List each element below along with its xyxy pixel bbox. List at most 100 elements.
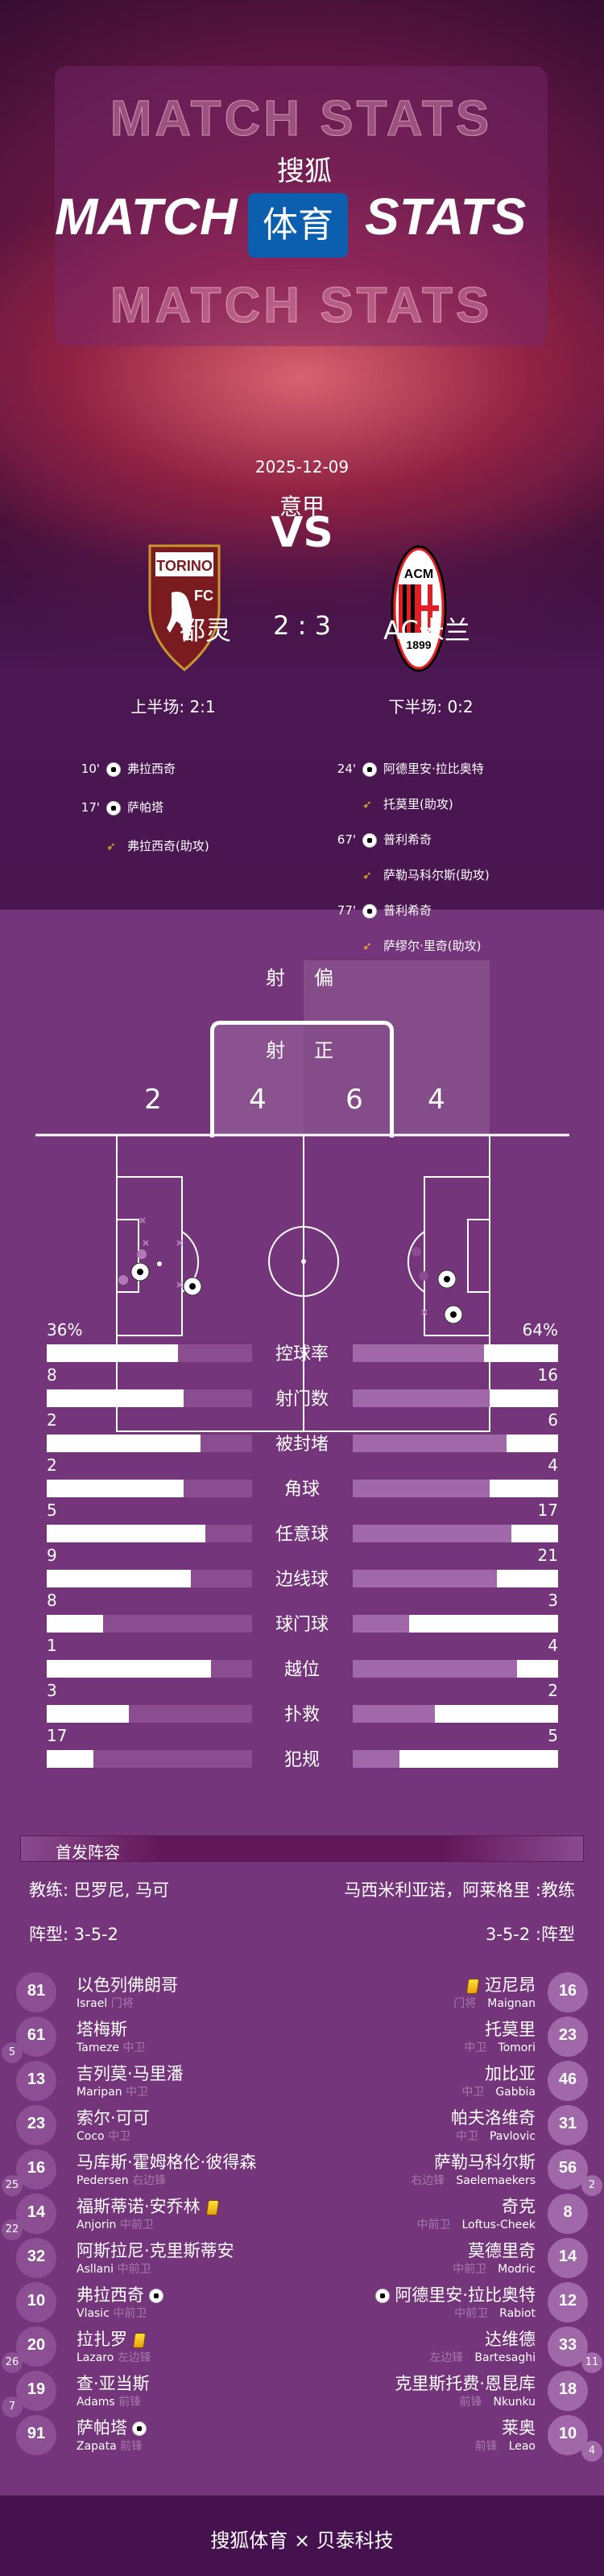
- player-position: 左边锋: [117, 2351, 151, 2364]
- player-number: 91: [16, 2415, 56, 2455]
- player-name: 奇克: [502, 2197, 536, 2216]
- away-stat-value: 64%: [522, 1320, 558, 1340]
- home-stat-bar: [47, 1660, 252, 1678]
- goal-ball-icon: [183, 1277, 202, 1296]
- player-name-wrap: 奇克: [502, 2194, 536, 2218]
- player-name: 弗拉西奇: [77, 2285, 144, 2305]
- player-english-name: Leao: [508, 2440, 536, 2453]
- stat-row: 8 3 球门球: [0, 1591, 604, 1636]
- player-english-name: Asllani: [77, 2263, 114, 2276]
- player-name: 托莫里: [485, 2020, 536, 2039]
- player-name: 阿斯拉尼·克里斯蒂安: [77, 2241, 234, 2260]
- yellow-card-icon: [465, 1978, 480, 1994]
- substitute-number: 22: [2, 2219, 23, 2240]
- player-position: 中前卫: [119, 2219, 154, 2231]
- event-player: 萨帕塔: [127, 800, 164, 815]
- away-formation: 3-5-2 :阵型: [486, 1925, 575, 1944]
- goal-ball-icon: [375, 2289, 391, 2303]
- away-stat-bar: [353, 1615, 558, 1633]
- player-subline: 左边锋 Bartesaghi: [429, 2349, 536, 2365]
- stat-label: 角球: [283, 1480, 320, 1500]
- event-player: 萨勒马科尔斯(助攻): [383, 868, 490, 882]
- player-subline: 中卫 Gabbia: [461, 2083, 536, 2099]
- away-stat-bar: [353, 1705, 558, 1723]
- home-stat-bar: [47, 1344, 252, 1362]
- stat-row: 17 5 犯规: [0, 1726, 604, 1771]
- away-stat-value: 21: [537, 1546, 558, 1565]
- player-english-name: Zapata: [77, 2440, 117, 2453]
- player-number: 14: [16, 2194, 56, 2234]
- away-stat-value: 16: [537, 1365, 558, 1385]
- player-subline: 前锋 Nkunku: [460, 2393, 536, 2409]
- event-player: 普利希奇: [383, 903, 432, 918]
- substitute-number: 25: [2, 2175, 23, 2196]
- home-formation: 阵型: 3-5-2: [29, 1925, 118, 1944]
- player-english-name: Anjorin: [77, 2219, 117, 2231]
- player-row: 18 克里斯托费·恩昆库 前锋 Nkunku: [302, 2371, 604, 2415]
- match-date: 2025-12-09: [254, 457, 350, 477]
- off-target-zone: [304, 960, 490, 1135]
- off-target-label-1: 射: [266, 967, 285, 989]
- player-row: 12 阿德里安·拉比奥特 中前卫 Rabiot: [302, 2282, 604, 2326]
- event-player: 萨缪尔·里奇(助攻): [383, 939, 482, 953]
- away-stat-bar: [353, 1570, 558, 1587]
- player-subline: 前锋 Leao: [475, 2438, 536, 2454]
- player-position: 中卫: [455, 2130, 478, 2143]
- player-subline: 中前卫 Rabiot: [454, 2305, 536, 2321]
- sports-badge: 体育: [248, 193, 348, 258]
- player-position: 中前卫: [453, 2263, 487, 2276]
- substitute-number: 2: [581, 2175, 602, 2196]
- home-stat-fill: [190, 1570, 252, 1587]
- footer: 搜狐体育 × 贝泰科技: [0, 2496, 604, 2576]
- event-minute: 10': [81, 762, 100, 776]
- player-number: 16: [16, 2149, 56, 2190]
- away-stat-bar: [353, 1660, 558, 1678]
- svg-text:ACM: ACM: [404, 568, 433, 581]
- home-stat-value: 2: [47, 1455, 57, 1475]
- assist-boot-icon: ➶: [362, 939, 372, 953]
- player-subline: Israel 门将: [77, 1995, 134, 2011]
- home-stat-value: 2: [47, 1410, 57, 1430]
- home-stat-fill: [201, 1435, 252, 1452]
- away-shots-off-target: 4: [428, 1084, 445, 1116]
- player-name-wrap: 马库斯·霍姆格伦·彼得森: [77, 2149, 256, 2174]
- stat-row: 1 4 越位: [0, 1636, 604, 1681]
- player-position: 中前卫: [416, 2219, 451, 2231]
- player-subline: Maripan 中卫: [77, 2083, 148, 2099]
- player-row: 8 奇克 中前卫 Loftus-Cheek: [302, 2194, 604, 2238]
- home-stat-bar: [47, 1435, 252, 1452]
- player-row: 14 莫德里奇 中前卫 Modric: [302, 2238, 604, 2282]
- event-player: 弗拉西奇: [127, 762, 176, 776]
- player-name: 帕夫洛维奇: [451, 2108, 536, 2128]
- away-stat-value: 17: [537, 1501, 558, 1520]
- player-row: 16 迈尼昂 门将 Maignan: [302, 1972, 604, 2017]
- home-stat-fill: [102, 1615, 252, 1633]
- player-position: 前锋: [474, 2440, 498, 2453]
- home-shots-on-target: 4: [249, 1084, 267, 1116]
- player-name-wrap: 阿斯拉尼·克里斯蒂安: [77, 2238, 234, 2262]
- player-position: 前锋: [120, 2440, 143, 2453]
- shot-markers: [118, 1217, 428, 1315]
- goal-event-row: ➶ 萨勒马科尔斯(助攻): [329, 867, 490, 883]
- player-number: 8: [548, 2194, 588, 2234]
- player-position: 中卫: [122, 2041, 146, 2054]
- player-english-name: Maignan: [487, 1997, 536, 2010]
- away-stat-bar: [353, 1525, 558, 1542]
- assist-boot-icon: ➶: [362, 798, 372, 811]
- player-position: 中卫: [461, 2086, 485, 2099]
- player-english-name: Gabbia: [495, 2086, 536, 2099]
- player-position: 中前卫: [113, 2307, 147, 2320]
- stat-row: 36% 64% 控球率: [0, 1320, 604, 1365]
- player-name-wrap: 以色列佛朗哥: [77, 1972, 178, 1996]
- player-english-name: Vlasic: [77, 2307, 110, 2320]
- away-stat-fill: [353, 1705, 435, 1723]
- yellow-card-icon: [132, 2332, 147, 2348]
- home-stat-value: 36%: [47, 1320, 83, 1340]
- player-position: 左边锋: [429, 2351, 464, 2364]
- title-stats: STATS: [365, 188, 527, 246]
- goal-event-row: 77' 普利希奇: [329, 902, 432, 919]
- player-subline: 右边锋 Saelemaekers: [411, 2172, 536, 2188]
- player-number: 20: [16, 2326, 56, 2367]
- yellow-card-icon: [205, 2199, 220, 2215]
- goal-ball-icon: [106, 800, 121, 815]
